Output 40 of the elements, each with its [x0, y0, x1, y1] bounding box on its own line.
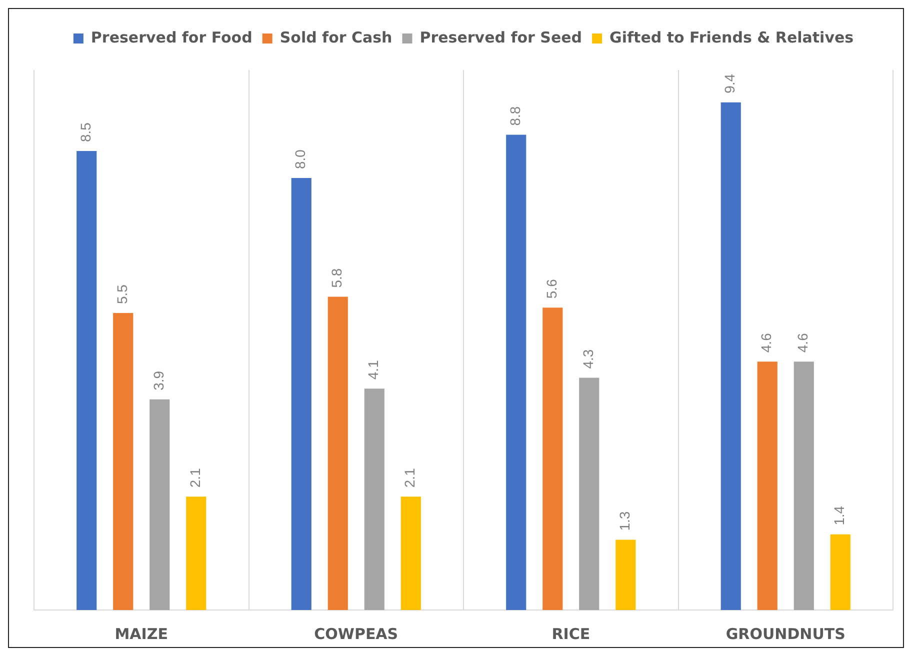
- data-label: 3.9: [150, 370, 166, 390]
- data-label: 4.6: [794, 332, 811, 353]
- bar: [720, 102, 741, 610]
- bar: [291, 178, 312, 610]
- data-label: 8.5: [77, 122, 94, 142]
- data-label: 8.0: [292, 149, 308, 169]
- bar: [579, 378, 600, 610]
- legend-label: Sold for Cash: [280, 28, 392, 46]
- bar: [757, 362, 778, 610]
- data-label: 1.4: [831, 506, 848, 526]
- bar: [76, 151, 97, 610]
- data-label: 1.3: [616, 511, 632, 531]
- data-label: 4.6: [758, 332, 774, 353]
- bar: [794, 362, 814, 610]
- data-label: 5.5: [114, 284, 130, 304]
- data-label: 2.1: [402, 468, 418, 488]
- data-label: 2.1: [186, 468, 203, 488]
- bar: [830, 534, 850, 610]
- x-tick-label: COWPEAS: [314, 624, 398, 643]
- legend-label: Gifted to Friends & Relatives: [610, 28, 854, 46]
- bar: [400, 496, 421, 610]
- bar: [616, 540, 636, 610]
- bar: [113, 313, 134, 610]
- bar: [328, 296, 348, 610]
- bar: [542, 308, 563, 610]
- bar: [186, 496, 206, 610]
- data-label: 5.6: [543, 278, 560, 299]
- bar: [506, 134, 526, 610]
- x-tick-label: MAIZE: [114, 624, 168, 643]
- data-label: 5.8: [328, 268, 345, 288]
- x-tick-label: RICE: [552, 624, 590, 643]
- data-label: 4.3: [580, 349, 596, 369]
- data-label: 4.1: [365, 360, 382, 380]
- data-label: 9.4: [722, 74, 738, 94]
- legend-label: Preserved for Seed: [420, 28, 582, 46]
- bar: [150, 399, 170, 610]
- x-tick-label: GROUNDNUTS: [726, 624, 846, 643]
- legend-label: Preserved for Food: [90, 28, 252, 46]
- bar: [364, 388, 384, 610]
- data-label: 8.8: [506, 106, 523, 126]
